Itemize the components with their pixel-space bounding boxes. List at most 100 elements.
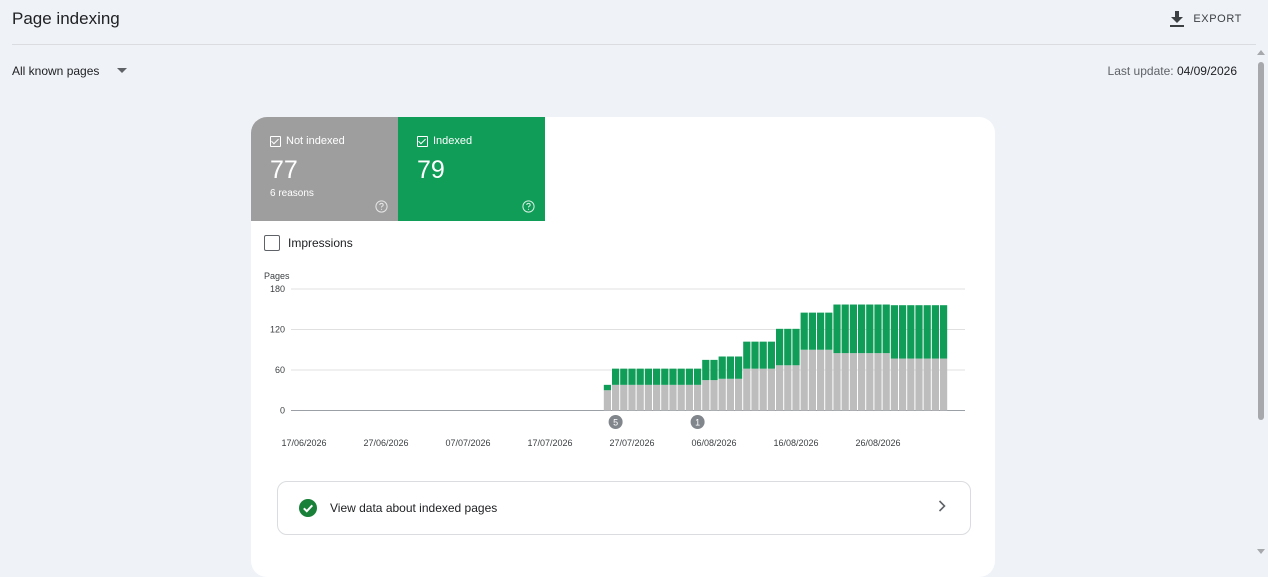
indexed-tile[interactable]: Indexed 79 bbox=[398, 117, 545, 221]
bar-indexed[interactable] bbox=[874, 304, 882, 354]
bar-not-indexed[interactable] bbox=[612, 384, 620, 411]
bar-indexed[interactable] bbox=[825, 312, 833, 350]
bar-not-indexed[interactable] bbox=[784, 365, 792, 411]
bar-not-indexed[interactable] bbox=[874, 353, 882, 411]
bar-indexed[interactable] bbox=[661, 368, 669, 385]
bar-indexed[interactable] bbox=[603, 384, 611, 391]
help-icon[interactable] bbox=[375, 200, 388, 213]
bar-not-indexed[interactable] bbox=[907, 358, 915, 411]
bar-indexed[interactable] bbox=[735, 356, 743, 379]
help-icon[interactable] bbox=[522, 200, 535, 213]
bar-indexed[interactable] bbox=[718, 356, 726, 379]
bar-not-indexed[interactable] bbox=[767, 368, 775, 411]
export-button[interactable]: EXPORT bbox=[1170, 9, 1242, 29]
bar-not-indexed[interactable] bbox=[628, 384, 636, 411]
bar-not-indexed[interactable] bbox=[882, 353, 890, 411]
bar-indexed[interactable] bbox=[784, 328, 792, 366]
bar-not-indexed[interactable] bbox=[899, 358, 907, 411]
bar-indexed[interactable] bbox=[743, 341, 751, 369]
annotation-marker[interactable] bbox=[690, 415, 705, 429]
bar-indexed[interactable] bbox=[669, 368, 677, 385]
bar-indexed[interactable] bbox=[685, 368, 693, 385]
bar-indexed[interactable] bbox=[644, 368, 652, 385]
bar-not-indexed[interactable] bbox=[776, 365, 784, 411]
bar-indexed[interactable] bbox=[858, 304, 866, 354]
bar-indexed[interactable] bbox=[628, 368, 636, 385]
bar-indexed[interactable] bbox=[899, 305, 907, 359]
y-tick-label: 120 bbox=[270, 325, 285, 335]
bar-indexed[interactable] bbox=[940, 305, 948, 359]
bar-not-indexed[interactable] bbox=[833, 353, 841, 411]
bar-indexed[interactable] bbox=[833, 304, 841, 354]
bar-indexed[interactable] bbox=[612, 368, 620, 385]
bar-indexed[interactable] bbox=[882, 304, 890, 354]
bar-indexed[interactable] bbox=[620, 368, 628, 385]
bar-indexed[interactable] bbox=[931, 305, 939, 359]
bar-not-indexed[interactable] bbox=[661, 384, 669, 411]
bar-not-indexed[interactable] bbox=[940, 358, 948, 411]
bar-indexed[interactable] bbox=[915, 305, 923, 359]
bar-not-indexed[interactable] bbox=[718, 378, 726, 411]
bar-not-indexed[interactable] bbox=[620, 384, 628, 411]
bar-indexed[interactable] bbox=[759, 341, 767, 369]
bar-not-indexed[interactable] bbox=[735, 378, 743, 411]
bar-indexed[interactable] bbox=[702, 359, 710, 381]
bar-not-indexed[interactable] bbox=[817, 349, 825, 411]
bar-indexed[interactable] bbox=[751, 341, 759, 369]
bar-indexed[interactable] bbox=[817, 312, 825, 350]
not-indexed-tile[interactable]: Not indexed 77 6 reasons bbox=[251, 117, 398, 221]
bar-indexed[interactable] bbox=[890, 305, 898, 359]
bar-indexed[interactable] bbox=[677, 368, 685, 385]
bar-not-indexed[interactable] bbox=[751, 368, 759, 411]
bar-not-indexed[interactable] bbox=[841, 353, 849, 411]
bar-not-indexed[interactable] bbox=[800, 349, 808, 411]
impressions-checkbox[interactable]: Impressions bbox=[264, 235, 353, 251]
bar-indexed[interactable] bbox=[800, 312, 808, 350]
bar-not-indexed[interactable] bbox=[603, 390, 611, 411]
scroll-up-arrow-icon[interactable] bbox=[1257, 50, 1265, 55]
bar-indexed[interactable] bbox=[907, 305, 915, 359]
bar-not-indexed[interactable] bbox=[923, 358, 931, 411]
bar-not-indexed[interactable] bbox=[653, 384, 661, 411]
bar-not-indexed[interactable] bbox=[636, 384, 644, 411]
annotation-marker[interactable] bbox=[608, 415, 623, 429]
bar-indexed[interactable] bbox=[792, 328, 800, 366]
bar-not-indexed[interactable] bbox=[677, 384, 685, 411]
pages-filter-dropdown[interactable]: All known pages bbox=[12, 64, 128, 78]
scroll-down-arrow-icon[interactable] bbox=[1257, 549, 1265, 554]
bar-not-indexed[interactable] bbox=[808, 349, 816, 411]
bar-not-indexed[interactable] bbox=[644, 384, 652, 411]
bar-not-indexed[interactable] bbox=[669, 384, 677, 411]
bar-not-indexed[interactable] bbox=[792, 365, 800, 411]
bar-indexed[interactable] bbox=[636, 368, 644, 385]
bar-indexed[interactable] bbox=[776, 328, 784, 366]
bar-indexed[interactable] bbox=[694, 368, 702, 385]
bar-not-indexed[interactable] bbox=[710, 380, 718, 411]
bar-indexed[interactable] bbox=[841, 304, 849, 354]
bar-not-indexed[interactable] bbox=[759, 368, 767, 411]
bar-indexed[interactable] bbox=[808, 312, 816, 350]
bar-not-indexed[interactable] bbox=[866, 353, 874, 411]
bar-not-indexed[interactable] bbox=[743, 368, 751, 411]
bar-not-indexed[interactable] bbox=[702, 380, 710, 411]
bar-indexed[interactable] bbox=[923, 305, 931, 359]
bar-indexed[interactable] bbox=[653, 368, 661, 385]
bar-not-indexed[interactable] bbox=[726, 378, 734, 411]
bar-not-indexed[interactable] bbox=[694, 384, 702, 411]
bar-not-indexed[interactable] bbox=[825, 349, 833, 411]
view-indexed-data-row[interactable]: View data about indexed pages bbox=[277, 481, 971, 535]
bar-not-indexed[interactable] bbox=[858, 353, 866, 411]
bar-indexed[interactable] bbox=[710, 359, 718, 381]
bar-indexed[interactable] bbox=[866, 304, 874, 354]
annotation-label: 5 bbox=[613, 418, 618, 428]
bar-not-indexed[interactable] bbox=[915, 358, 923, 411]
bar-not-indexed[interactable] bbox=[849, 353, 857, 411]
bar-indexed[interactable] bbox=[726, 356, 734, 379]
bar-not-indexed[interactable] bbox=[685, 384, 693, 411]
last-update: Last update: 04/09/2026 bbox=[1108, 64, 1237, 78]
bar-not-indexed[interactable] bbox=[890, 358, 898, 411]
bar-indexed[interactable] bbox=[767, 341, 775, 369]
bar-not-indexed[interactable] bbox=[931, 358, 939, 411]
bar-indexed[interactable] bbox=[849, 304, 857, 354]
scrollbar-thumb[interactable] bbox=[1258, 62, 1264, 420]
